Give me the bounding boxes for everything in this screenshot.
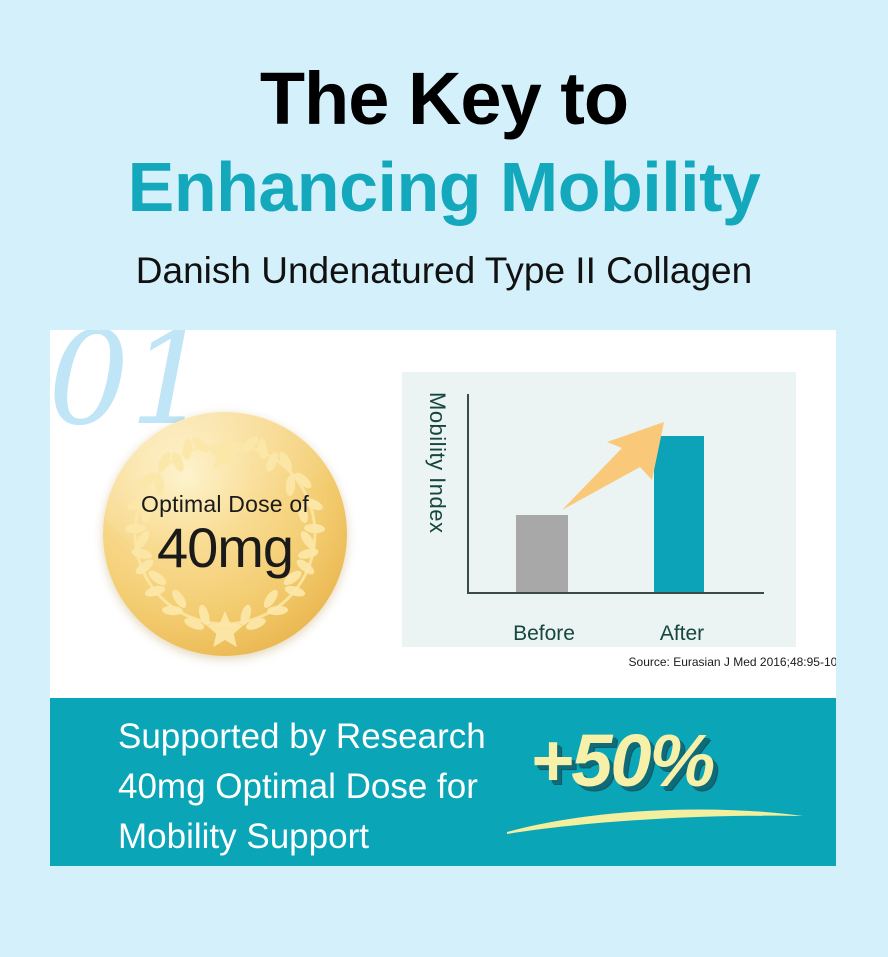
footer-banner: Supported by Research 40mg Optimal Dose …: [50, 698, 836, 866]
footer-stat-badge: +50%: [530, 719, 715, 802]
content-card: 01: [50, 330, 836, 698]
medal-dose-value: 40mg: [156, 516, 294, 580]
star-icon: [206, 434, 244, 470]
chart-category-label-before: Before: [513, 622, 575, 645]
footer-text-block: Supported by Research 40mg Optimal Dose …: [118, 712, 486, 862]
growth-arrow-icon: [562, 422, 664, 510]
optimal-dose-medal: Optimal Dose of 40mg: [103, 412, 347, 656]
bar-after: [654, 436, 704, 592]
chart-y-axis: [467, 394, 469, 594]
medal-text-block: Optimal Dose of 40mg: [103, 492, 347, 579]
page-title-line-1: The Key to: [259, 57, 629, 140]
swoosh-underline-icon: [507, 809, 803, 834]
source-citation: Source: Eurasian J Med 2016;48:95-101: [628, 655, 836, 669]
chart-category-label-after: After: [659, 622, 705, 645]
laurel-wreath-icon: [121, 430, 329, 647]
header: The Key to Enhancing Mobility Danish Und…: [0, 0, 888, 310]
chart-x-axis: [467, 592, 764, 594]
chart-plot-area: Before After: [464, 394, 764, 645]
footer-line-3: Mobility Support: [118, 817, 369, 856]
page-title-line-2: Enhancing Mobility: [127, 148, 761, 226]
footer-line-2: 40mg Optimal Dose for: [118, 767, 478, 806]
page-subtitle: Danish Undenatured Type II Collagen: [135, 250, 753, 291]
bar-before: [516, 515, 568, 592]
medal-label: Optimal Dose of: [141, 491, 309, 517]
chart-y-axis-label: Mobility Index: [425, 392, 450, 534]
footer-line-1: Supported by Research: [118, 717, 486, 756]
mobility-chart: Mobility Index Before After: [402, 372, 796, 647]
star-icon: [206, 611, 244, 647]
